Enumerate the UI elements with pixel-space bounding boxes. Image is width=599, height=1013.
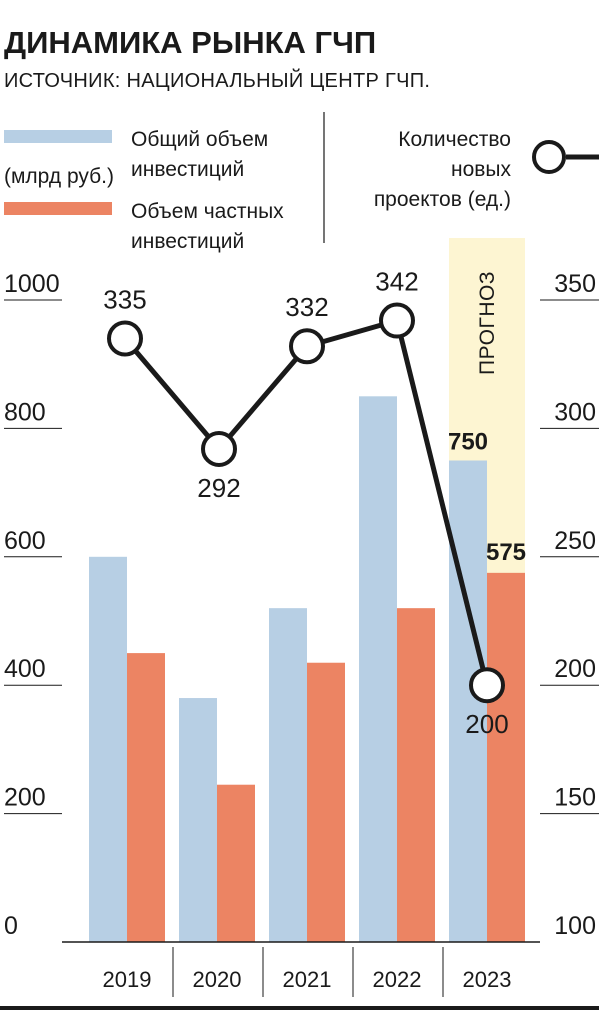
bar-total-label: 750	[448, 429, 488, 456]
legend-marker-sample	[532, 140, 566, 174]
left-tick-label: 0	[4, 912, 18, 940]
left-tick-label: 800	[4, 398, 46, 426]
legend-projects-line2: новых	[451, 158, 512, 181]
axis-ticks: 0 200 400 600 800 1000 100 150 200 250 300 350	[4, 270, 596, 940]
x-tick-label: 2021	[283, 967, 332, 992]
projects-value-label: 342	[375, 267, 418, 297]
projects-value-label: 335	[103, 285, 146, 315]
projects-point-2023	[469, 667, 505, 704]
right-tick-label: 200	[554, 655, 596, 683]
projects-value-label: 292	[197, 473, 240, 503]
legend: Общий объем инвестиций (млрд руб.) Объем…	[4, 112, 599, 253]
x-axis: 2019 2020 2021 2022 2023	[62, 941, 540, 997]
bar-total-2019	[89, 556, 127, 942]
right-tick-label: 250	[554, 527, 596, 555]
legend-projects-line1: Количество	[398, 128, 511, 151]
bar-private-2019	[127, 653, 165, 942]
right-tick-label: 300	[554, 398, 596, 426]
x-tick-label: 2022	[373, 967, 422, 992]
bar-total-2020	[179, 698, 217, 942]
bars: 750 575	[89, 396, 526, 942]
projects-value-label: 200	[465, 709, 508, 739]
legend-units: (млрд руб.)	[4, 165, 114, 188]
bar-private-label: 575	[486, 539, 526, 566]
bar-private-2021	[307, 662, 345, 942]
legend-total-line2: инвестиций	[131, 158, 244, 181]
legend-private-line2: инвестиций	[131, 230, 244, 253]
projects-line: 335 292 332 342 200	[103, 267, 508, 740]
legend-swatch-total	[4, 130, 112, 143]
chart-title: ДИНАМИКА РЫНКА ГЧП	[4, 25, 376, 60]
left-tick-label: 1000	[4, 270, 60, 298]
right-tick-label: 150	[554, 784, 596, 812]
projects-point-2020	[201, 430, 237, 467]
legend-swatch-private	[4, 202, 112, 215]
legend-projects-line3: проектов (ед.)	[374, 188, 511, 211]
bar-private-2020	[217, 784, 255, 942]
right-tick-label: 350	[554, 270, 596, 298]
left-tick-label: 400	[4, 655, 46, 683]
bar-private-2022	[397, 608, 435, 942]
x-tick-label: 2019	[103, 967, 152, 992]
forecast-label: ПРОГНОЗ	[476, 271, 499, 375]
legend-private-line1: Объем частных	[131, 200, 284, 223]
bar-total-2021	[269, 608, 307, 942]
projects-point-2021	[289, 328, 325, 365]
chart-subtitle: ИСТОЧНИК: НАЦИОНАЛЬНЫЙ ЦЕНТР ГЧП.	[4, 68, 430, 92]
bar-private-2023	[487, 572, 525, 942]
x-tick-label: 2020	[193, 967, 242, 992]
bar-total-2022	[359, 396, 397, 942]
right-tick-label: 100	[554, 912, 596, 940]
x-tick-label: 2023	[463, 967, 512, 992]
projects-value-label: 332	[285, 292, 328, 322]
left-tick-label: 200	[4, 784, 46, 812]
projects-point-2022	[379, 302, 415, 339]
grid	[4, 299, 599, 815]
projects-point-2019	[107, 320, 143, 357]
legend-total-line1: Общий объем	[131, 128, 268, 151]
left-tick-label: 600	[4, 527, 46, 555]
